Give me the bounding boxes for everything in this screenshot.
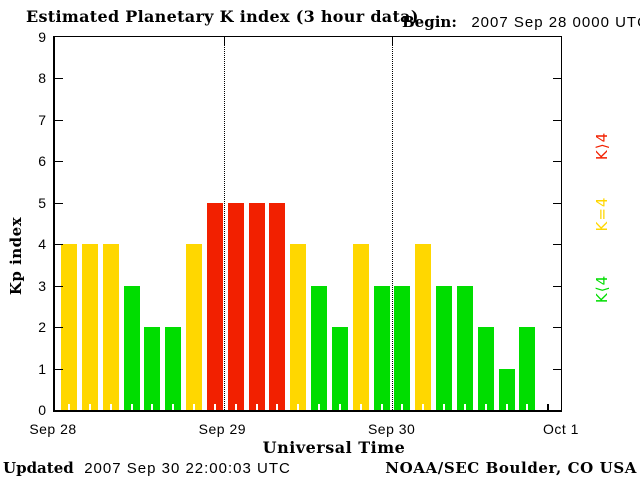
y-tick-right [553, 244, 561, 246]
kp-bar [331, 327, 348, 410]
kp-bar [269, 202, 286, 410]
x-minor-tick [213, 404, 216, 410]
x-tick-label: Sep 28 [29, 421, 77, 437]
x-minor-tick [463, 404, 466, 410]
begin-value: 2007 Sep 28 0000 UTC [471, 14, 640, 31]
x-minor-tick [109, 404, 112, 410]
y-tick-label: 3 [38, 277, 46, 294]
x-minor-tick [547, 404, 550, 410]
x-minor-tick [193, 404, 196, 410]
y-tick-label: 6 [38, 153, 46, 170]
legend-item: K⟩4 [593, 131, 611, 161]
x-minor-tick [380, 404, 383, 410]
y-tick-left [55, 368, 63, 370]
day-boundary-gridline [223, 37, 225, 410]
y-tick-label: 4 [38, 236, 46, 253]
kp-bar [290, 244, 307, 410]
kp-bar [477, 327, 494, 410]
x-minor-tick [276, 404, 279, 410]
day-boundary-top-tick [392, 37, 394, 45]
begin-caption: Begin: 2007 Sep 28 0000 UTC [402, 13, 640, 32]
x-minor-tick [422, 404, 425, 410]
kp-bar [186, 244, 203, 410]
updated-value: 2007 Sep 30 22:00:03 UTC [84, 460, 291, 477]
kp-bar [456, 285, 473, 410]
x-minor-tick [443, 404, 446, 410]
source-credit: NOAA/SEC Boulder, CO USA [385, 459, 637, 477]
x-minor-tick [505, 404, 508, 410]
x-axis-title: Universal Time [262, 438, 406, 457]
x-minor-tick [338, 404, 341, 410]
kp-bar [394, 285, 411, 410]
y-tick-right [553, 78, 561, 80]
y-tick-label: 7 [38, 111, 46, 128]
x-minor-tick [255, 404, 258, 410]
x-tick-label: Oct 1 [543, 421, 579, 437]
y-tick-left [55, 161, 63, 163]
kp-bar [61, 244, 77, 410]
y-tick-label: 0 [38, 402, 46, 418]
y-tick-right [553, 285, 561, 287]
kp-bar [436, 285, 453, 410]
x-minor-tick [526, 404, 529, 410]
x-minor-tick [68, 404, 70, 410]
kp-bar [373, 285, 390, 410]
y-tick-label: 8 [38, 70, 46, 87]
day-boundary-gridline [392, 37, 394, 410]
x-minor-tick [88, 404, 91, 410]
x-tick-label: Sep 30 [367, 421, 416, 437]
y-tick-label: 5 [38, 194, 46, 211]
x-minor-tick [401, 404, 404, 410]
kp-bar [102, 244, 119, 410]
y-tick-left [55, 244, 63, 246]
day-boundary-top-tick [223, 37, 225, 45]
begin-label: Begin: [402, 13, 457, 31]
x-minor-tick [359, 404, 362, 410]
y-tick-right [553, 202, 561, 204]
chart-title: Estimated Planetary K index (3 hour data… [26, 7, 419, 26]
y-tick-right [553, 327, 561, 329]
x-minor-tick [318, 404, 321, 410]
x-minor-tick [234, 404, 237, 410]
kp-bar [519, 327, 536, 410]
kp-bar [498, 368, 515, 410]
y-tick-left [55, 78, 63, 80]
kp-bar [248, 202, 265, 410]
y-tick-left [55, 202, 63, 204]
y-tick-left [55, 285, 63, 287]
y-tick-right [553, 161, 561, 163]
kp-bar [123, 285, 140, 410]
plot-area [53, 36, 562, 412]
y-tick-left [55, 327, 63, 329]
x-minor-tick [130, 404, 133, 410]
y-tick-label: 2 [38, 319, 46, 336]
kp-bar [352, 244, 369, 410]
x-minor-tick [172, 404, 175, 410]
x-tick-label: Sep 29 [198, 421, 247, 437]
kp-bar [227, 202, 244, 410]
y-tick-label: 9 [38, 29, 46, 45]
y-tick-right [553, 368, 561, 370]
kp-bar [415, 244, 432, 410]
updated-caption: Updated 2007 Sep 30 22:00:03 UTC [3, 459, 291, 478]
kp-bar [81, 244, 98, 410]
legend-item: K⟨4 [593, 274, 611, 304]
y-tick-label: 1 [38, 360, 46, 377]
kp-bar [144, 327, 161, 410]
x-minor-tick [297, 404, 300, 410]
kp-bar [165, 327, 182, 410]
x-minor-tick [484, 404, 487, 410]
legend-item: K=4 [593, 196, 611, 232]
y-tick-right [553, 119, 561, 121]
kp-bar [311, 285, 328, 410]
x-minor-tick [151, 404, 154, 410]
kp-bar [206, 202, 223, 410]
y-tick-left [55, 119, 63, 121]
updated-label: Updated [3, 459, 74, 477]
